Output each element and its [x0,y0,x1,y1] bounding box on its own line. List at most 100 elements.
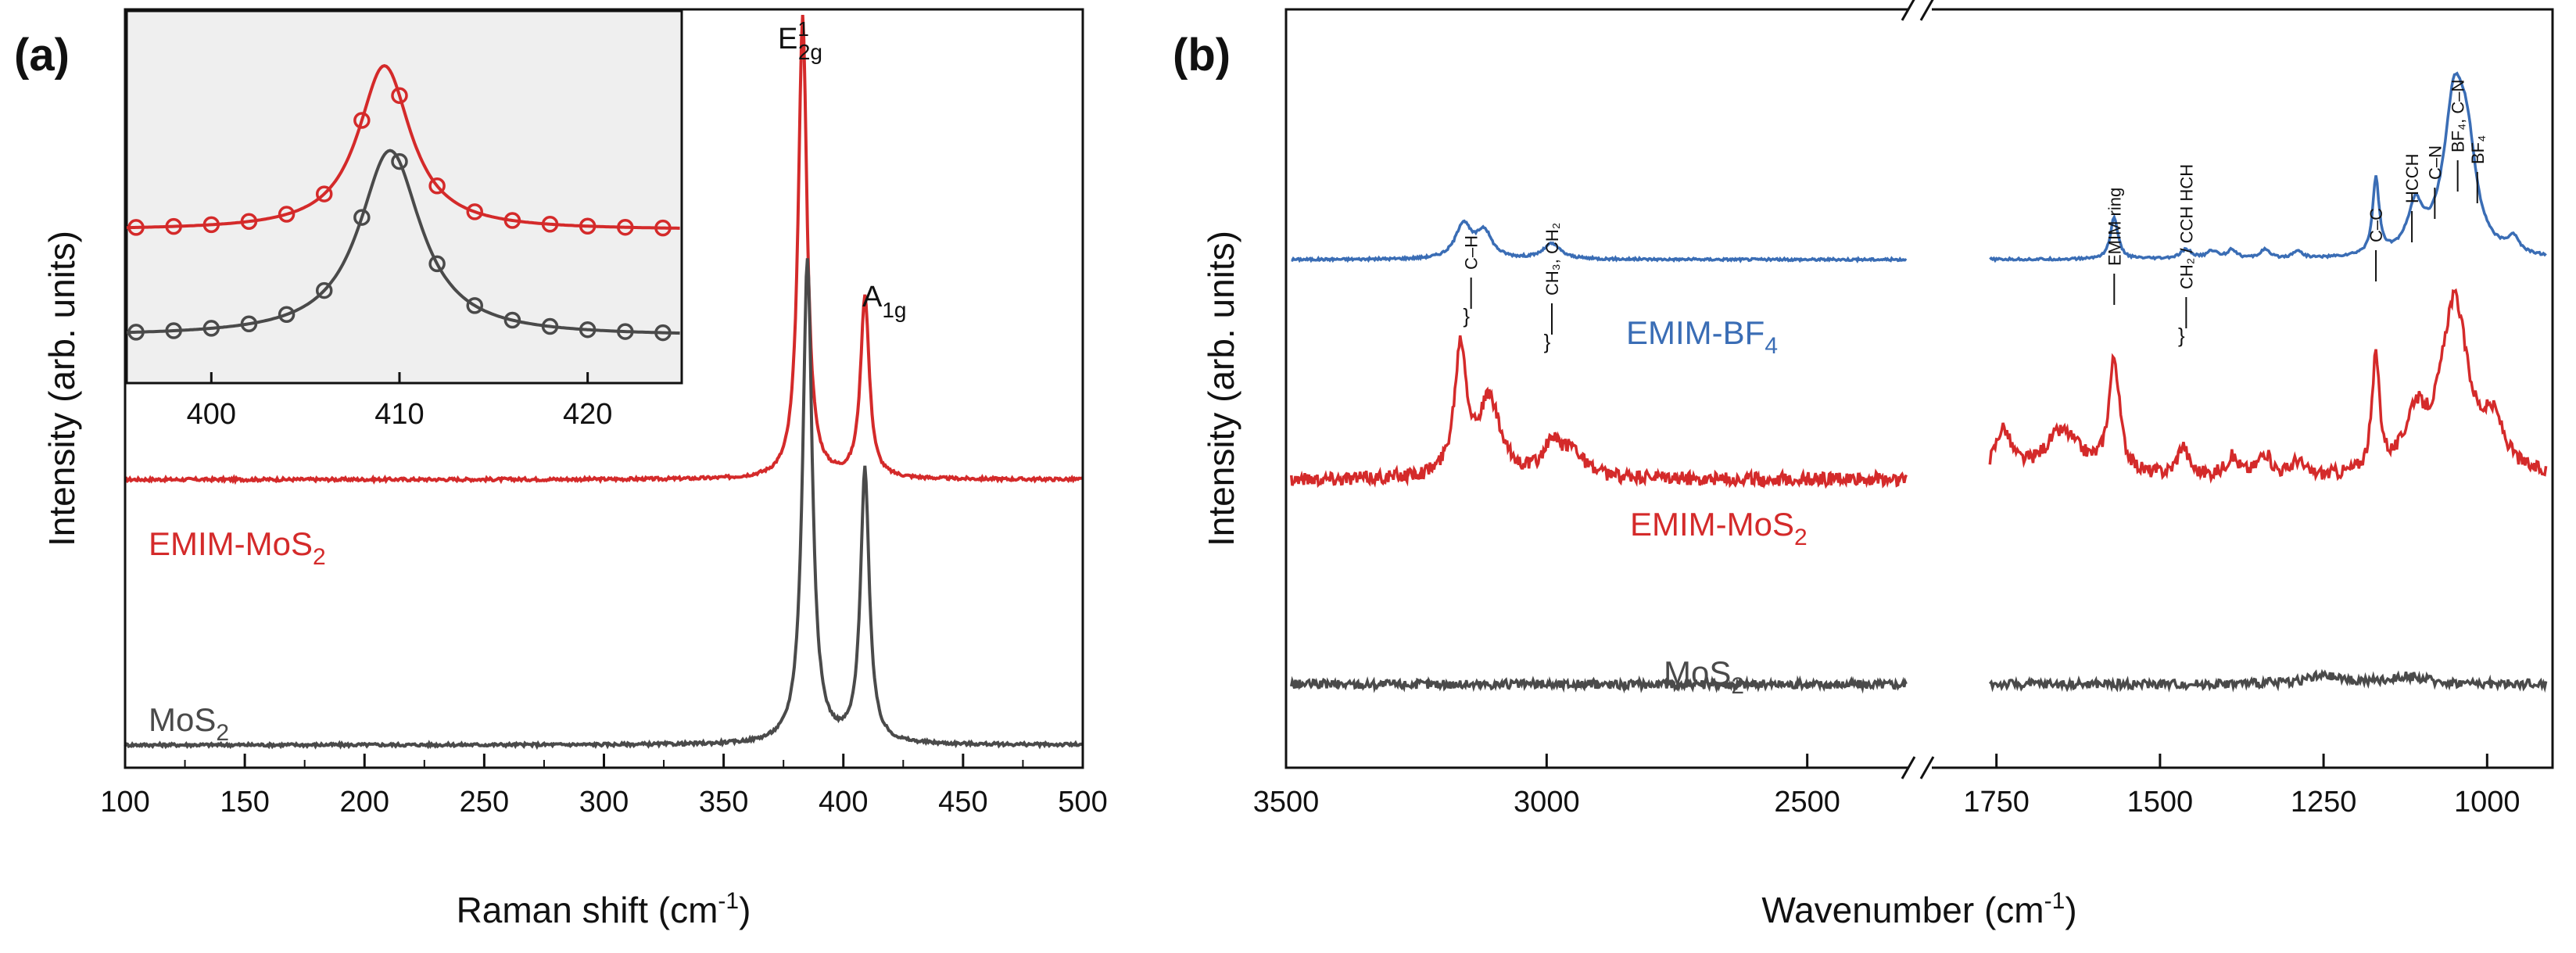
panel-b-annotations: } C–H} CH₃, CH₂ EMIM ring} CH₂ / CCH HCH C–C H… [1462,80,2488,353]
annotation-label-3: CH₂ / CCH HCH [2177,164,2196,289]
panel-a-series-labels: EMIM-MoS2 MoS2 [149,525,326,746]
inset-data-point [278,306,296,324]
panel-a-x-ticks: 100 150 200 250 300 350 400 450 500 [100,754,1108,819]
inset-data-point [503,311,521,329]
panel-a-ylabel: Intensity (arb. units) [41,231,82,546]
panel-b-series-line-2-seg0 [1289,675,1908,694]
panel-b-plot-area [1289,71,2548,694]
inset-data-point [466,203,484,220]
annotation-label-5: HCCH [2402,153,2422,203]
axis-break-slash [1919,756,1935,779]
annotation-label-1: CH₃, CH₂ [1542,223,1562,296]
inset-data-point [240,213,258,230]
panel-a-series-label-0: EMIM-MoS2 [149,525,326,570]
inset-data-point [428,177,446,195]
inset-x-tick-label: 400 [187,398,236,431]
inset-data-point [240,315,258,332]
panel-b-series-line-2-seg1 [1988,668,2548,693]
panel-b-axis-break [1901,0,1935,779]
panel-b-series-label-1: EMIM-MoS2 [1630,506,1807,550]
panel-a-x-tick-label: 500 [1058,786,1107,819]
panel-a-series-line-0 [124,15,1084,485]
annotation-label-4: C–C [2366,208,2386,242]
inset-x-tick-label: 410 [374,398,424,431]
annotation-label-2: EMIM ring [2105,188,2124,266]
panel-b-x-tick-label: 1000 [2454,786,2520,819]
panel-a-x-tick-label: 250 [460,786,509,819]
panel-b-x-tick-label: 1750 [1963,786,2030,819]
inset-data-point [353,209,371,226]
inset-data-point [428,255,446,273]
inset-data-point [391,152,408,170]
inset-data-point [579,321,597,339]
panel-a-x-tick-label: 400 [819,786,868,819]
panel-b-series-label-0: EMIM-BF4 [1626,314,1778,359]
panel-a-series-line-1 [124,258,1084,751]
inset-data-point [391,87,408,104]
panel-a: (a) 100 150 200 250 300 350 400 450 500 Intensit… [14,8,1108,930]
panel-a-plot-area [124,15,1084,751]
panel-a-xlabel: Raman shift (cm-1) [457,888,751,930]
panel-b-series-labels: EMIM-BF4 EMIM-MoS2 MoS2 [1626,314,1807,699]
annotation-brace: } [2178,324,2185,347]
inset-data-point [541,216,559,233]
panel-b-x-ticks: 3500 3000 2500 1750 1500 1250 1000 [1253,754,2520,819]
inset-data-point [315,281,333,299]
inset-data-point [127,324,145,341]
axis-break-slash [1901,0,1915,21]
panel-a-x-tick-label: 350 [699,786,748,819]
inset-data-point [202,320,220,337]
panel-b-series-line-0-seg0 [1291,219,1908,264]
inset-data-point [353,112,371,129]
inset-data-point [579,217,597,235]
annotation-brace: } [1544,330,1551,353]
axis-break-slash [1901,756,1916,779]
panel-a-peak-labels: E1 2g A1g [778,17,907,322]
inset-data-point [541,317,559,335]
panel-b-label: (b) [1173,30,1231,81]
panel-b-ylabel: Intensity (arb. units) [1201,231,1241,546]
panel-a-x-tick-label: 300 [579,786,629,819]
panel-b-x-tick-label: 1250 [2291,786,2357,819]
inset-data-point [127,219,145,236]
panel-a-inset: 400 410 420 [125,9,683,431]
annotation-label-7: BF₄, C–N [2449,80,2468,152]
inset-x-tick-label: 420 [563,398,612,431]
inset-data-point [278,206,296,223]
inset-data-point [617,218,634,236]
inset-data-point [202,216,220,234]
inset-data-point [503,212,521,229]
panel-b-series-line-0-seg1 [1989,71,2547,263]
inset-data-point [165,217,182,235]
inset-data-point [617,323,634,340]
panel-b-frame [1284,8,2554,769]
inset-data-point [654,324,672,342]
panel-b: (b) 3500 3000 2500 1750 1500 1250 1000 Intensi… [1173,0,2554,930]
annotation-label-8: BF₄ [2468,135,2488,164]
annotation-label-0: C–H [1462,235,1481,270]
axis-break-slash [1919,0,1934,21]
panel-a-series-label-1: MoS2 [149,701,229,746]
panel-b-x-tick-label: 3000 [1514,786,1580,819]
annotation-label-6: C–N [2425,145,2445,180]
panel-a-x-tick-label: 100 [100,786,149,819]
panel-b-x-tick-label: 2500 [1774,786,1840,819]
panel-a-x-tick-label: 450 [938,786,987,819]
panel-b-series-label-2: MoS2 [1664,654,1744,699]
inset-data-point [654,219,672,237]
inset-data-point [315,185,333,202]
panel-a-x-tick-label: 150 [220,786,269,819]
panel-b-series-line-1-seg0 [1289,335,1908,489]
annotation-brace: } [1463,304,1470,328]
panel-a-peak-label-0: E1 2g [778,17,822,64]
panel-b-x-tick-label: 1500 [2127,786,2194,819]
inset-frame [125,9,683,385]
panel-a-x-tick-label: 200 [340,786,389,819]
inset-data-point [165,322,182,339]
panel-a-peak-label-1: A1g [862,281,907,322]
panel-b-xlabel: Wavenumber (cm-1) [1761,888,2076,930]
panel-b-series-line-1-seg1 [1988,288,2548,484]
panel-b-x-tick-label: 3500 [1253,786,1320,819]
panel-a-label: (a) [14,30,70,81]
